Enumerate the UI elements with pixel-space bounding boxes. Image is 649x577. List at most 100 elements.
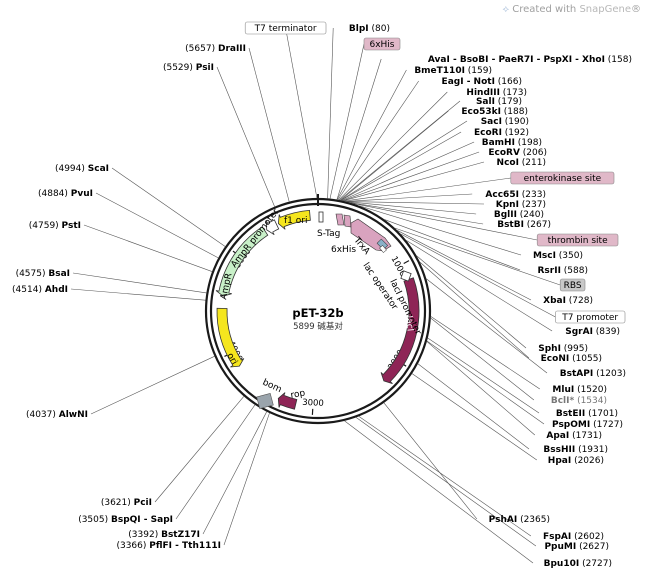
leader-line [426, 278, 548, 374]
enzyme-name: BssHII [543, 445, 575, 455]
enzyme-position: (166) [495, 77, 522, 87]
leader-line [343, 161, 485, 202]
site-label-t7-terminator: T7 terminator [244, 21, 327, 35]
rop-label: rop [290, 389, 307, 401]
leader-line [411, 373, 537, 461]
feature-tag-text: enterokinase site [524, 174, 602, 184]
site-label-enterokinase-site: enterokinase site [510, 171, 615, 185]
enzyme-name: AvaI - BsoBI - PaeR7I - PspXI - XhoI [428, 55, 605, 65]
enzyme-position: (179) [495, 97, 522, 107]
enzyme-label-text: FspAI (2602) [543, 532, 604, 542]
leader-line [90, 356, 215, 415]
leader-line [426, 340, 545, 425]
enzyme-position: (237) [519, 200, 546, 210]
leader-line [419, 261, 530, 359]
site-label-bglii: BglII (240) [494, 210, 544, 220]
site-label-fspai: FspAI (2602) [543, 532, 604, 542]
leader-line [384, 219, 521, 271]
enzyme-label-text: Acc65I (233) [485, 190, 546, 200]
site-label-acc65i: Acc65I (233) [485, 190, 546, 200]
enzyme-label-text: BstEII (1701) [556, 409, 618, 419]
leader-line [223, 412, 270, 546]
enzyme-label-text: (4994) ScaI [55, 164, 109, 174]
enzyme-label-text: SacI (190) [481, 117, 529, 127]
enzyme-position: (4514) [12, 285, 45, 295]
lac-operator-marker [379, 245, 387, 253]
leader-line [430, 317, 535, 401]
credit-logo-icon: ⟡ [502, 4, 510, 15]
site-label-bstz17i: (3392) BstZ17I [128, 530, 200, 540]
feature-tag-box [244, 21, 327, 35]
feature-ampr [215, 226, 269, 297]
leader-line [202, 411, 267, 535]
site-label-pspomi: PspOMI (1727) [552, 420, 623, 430]
site-label-apai: ApaI (1731) [546, 431, 602, 441]
enzyme-position: (1731) [569, 431, 602, 441]
plasmid-name: pET-32b [292, 306, 343, 320]
enzyme-position: (4759) [29, 221, 62, 231]
enzyme-label-text: (5657) DraIII [185, 44, 246, 54]
enzyme-label-text: EcoRI (192) [474, 128, 529, 138]
enzyme-label-text: MscI (350) [533, 251, 583, 261]
enzyme-position: (188) [501, 107, 528, 117]
credit-mark: ® [631, 4, 641, 15]
enzyme-position: (995) [561, 344, 588, 354]
enzyme-name: Bpu10I [544, 559, 580, 569]
enzyme-position: (588) [561, 266, 588, 276]
enzyme-label-text: (4514) AhdI [12, 285, 68, 295]
enzyme-position: (2365) [517, 515, 550, 525]
site-label-bsteii: BstEII (1701) [556, 409, 618, 419]
enzyme-label-text: BglII (240) [494, 210, 544, 220]
enzyme-name: ScaI [88, 164, 109, 174]
site-label-bspqi-sapi: (3505) BspQI - SapI [78, 515, 173, 525]
site-label-saci: SacI (190) [481, 117, 529, 127]
enzyme-label-text: BstBI (267) [497, 220, 551, 230]
enzyme-position: (1055) [569, 354, 602, 364]
enzyme-position: (3392) [128, 530, 161, 540]
enzyme-name: FspAI [543, 532, 571, 542]
feature-ori [216, 307, 245, 368]
leader-line [339, 100, 461, 201]
site-label-t7-promoter: T7 promoter [555, 310, 626, 324]
site-label-hindiii: HindIII (173) [466, 88, 527, 98]
feature-f1-ori [278, 209, 311, 230]
leader-line [400, 233, 556, 318]
leader-line [329, 43, 365, 199]
enzyme-position: (173) [500, 88, 527, 98]
enzyme-name: NcoI [497, 158, 519, 168]
enzyme-position: (839) [593, 327, 620, 337]
site-label-bstapi: BstAPI (1203) [560, 369, 626, 379]
enzyme-name: PspOMI [552, 420, 590, 430]
site-label-6xhis: 6xHis [363, 37, 401, 51]
enzyme-position: (2026) [571, 456, 604, 466]
site-label-psti: (4759) PstI [29, 221, 81, 231]
enzyme-name: SacI [481, 117, 502, 127]
feature-tag-box [536, 233, 619, 247]
enzyme-label-text: Eco53kI (188) [461, 107, 528, 117]
enzyme-label-text: (3392) BstZ17I [128, 530, 200, 540]
site-label-ecori: EcoRI (192) [474, 128, 529, 138]
leader-line [216, 66, 275, 207]
enzyme-name: EcoRV [488, 148, 520, 158]
credit-prefix: Created with [512, 4, 577, 15]
site-label-ahdi: (4514) AhdI [12, 285, 68, 295]
leader-line [83, 224, 213, 272]
feature-tag-box [363, 37, 401, 51]
enzyme-position: (211) [519, 158, 546, 168]
enzyme-label-text: (4575) BsaI [16, 269, 70, 279]
enzyme-position: (3621) [101, 498, 134, 508]
enzyme-position: (4575) [16, 269, 49, 279]
enzyme-label-text: RsrII (588) [538, 266, 589, 276]
enzyme-position: (233) [519, 190, 546, 200]
site-label-ncoi: NcoI (211) [497, 158, 546, 168]
enzyme-name: BstZ17I [161, 530, 200, 540]
plasmid-size: 5899 碱基对 [293, 321, 343, 332]
site-label-rsrii: RsrII (588) [538, 266, 589, 276]
leader-line [95, 192, 219, 259]
feature-ampr-promoter [265, 219, 280, 236]
enzyme-name: ApaI [546, 431, 569, 441]
enzyme-label-text: AvaI - BsoBI - PaeR7I - PspXI - XhoI (15… [428, 55, 632, 65]
enzyme-name: PflFI - Tth111I [149, 541, 221, 551]
s-tag-marker [318, 211, 324, 223]
